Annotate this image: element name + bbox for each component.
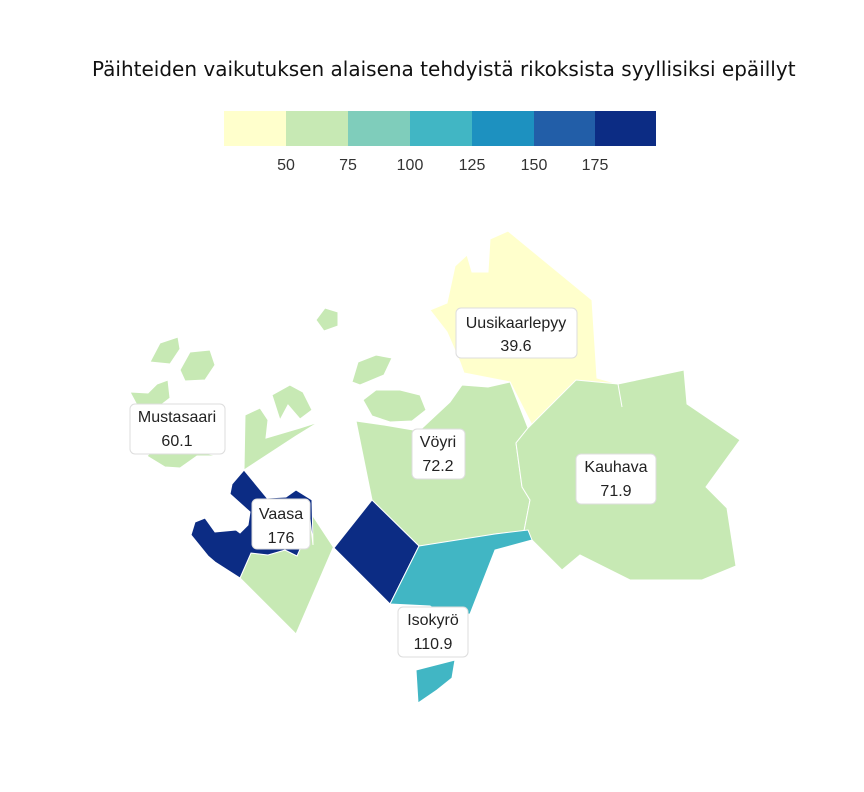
legend-tick-50: 50 [277, 157, 295, 174]
legend-swatch-3 [410, 111, 472, 146]
label-isokyro-value: 110.9 [414, 636, 453, 653]
label-uusikaarlepyy-value: 39.6 [500, 338, 531, 355]
label-uusikaarlepyy-name: Uusikaarlepyy [466, 315, 566, 332]
legend-tick-175: 175 [582, 157, 609, 174]
region-labels: Uusikaarlepyy 39.6 Mustasaari 60.1 Vöyri… [129, 307, 657, 658]
legend-swatch-2 [348, 111, 410, 146]
label-vaasa: Vaasa 176 [251, 498, 311, 550]
label-vaasa-name: Vaasa [259, 506, 303, 523]
legend-tick-75: 75 [339, 157, 357, 174]
region-mustasaari[interactable] [129, 307, 427, 635]
label-kauhava: Kauhava 71.9 [575, 453, 657, 505]
legend-swatch-5 [534, 111, 595, 146]
label-kauhava-value: 71.9 [600, 483, 631, 500]
label-mustasaari: Mustasaari 60.1 [129, 403, 226, 455]
label-isokyro-name: Isokyrö [407, 612, 459, 629]
label-mustasaari-name: Mustasaari [138, 409, 216, 426]
label-vaasa-value: 176 [268, 530, 295, 547]
region-isokyro[interactable] [389, 529, 533, 704]
legend-swatch-1 [286, 111, 348, 146]
legend-tick-100: 100 [397, 157, 424, 174]
label-voyri: Vöyri 72.2 [411, 428, 466, 480]
label-voyri-value: 72.2 [422, 458, 453, 475]
legend-swatch-4 [472, 111, 534, 146]
legend-tick-125: 125 [459, 157, 486, 174]
legend-tick-150: 150 [521, 157, 548, 174]
legend-swatch-0 [224, 111, 286, 146]
label-isokyro: Isokyrö 110.9 [397, 606, 469, 658]
color-legend: 50 75 100 125 150 175 [224, 111, 656, 174]
label-voyri-name: Vöyri [420, 434, 456, 451]
label-uusikaarlepyy: Uusikaarlepyy 39.6 [455, 307, 578, 359]
legend-swatch-6 [595, 111, 656, 146]
map-title: Päihteiden vaikutuksen alaisena tehdyist… [92, 57, 796, 81]
label-kauhava-name: Kauhava [584, 459, 647, 476]
label-mustasaari-value: 60.1 [161, 433, 192, 450]
